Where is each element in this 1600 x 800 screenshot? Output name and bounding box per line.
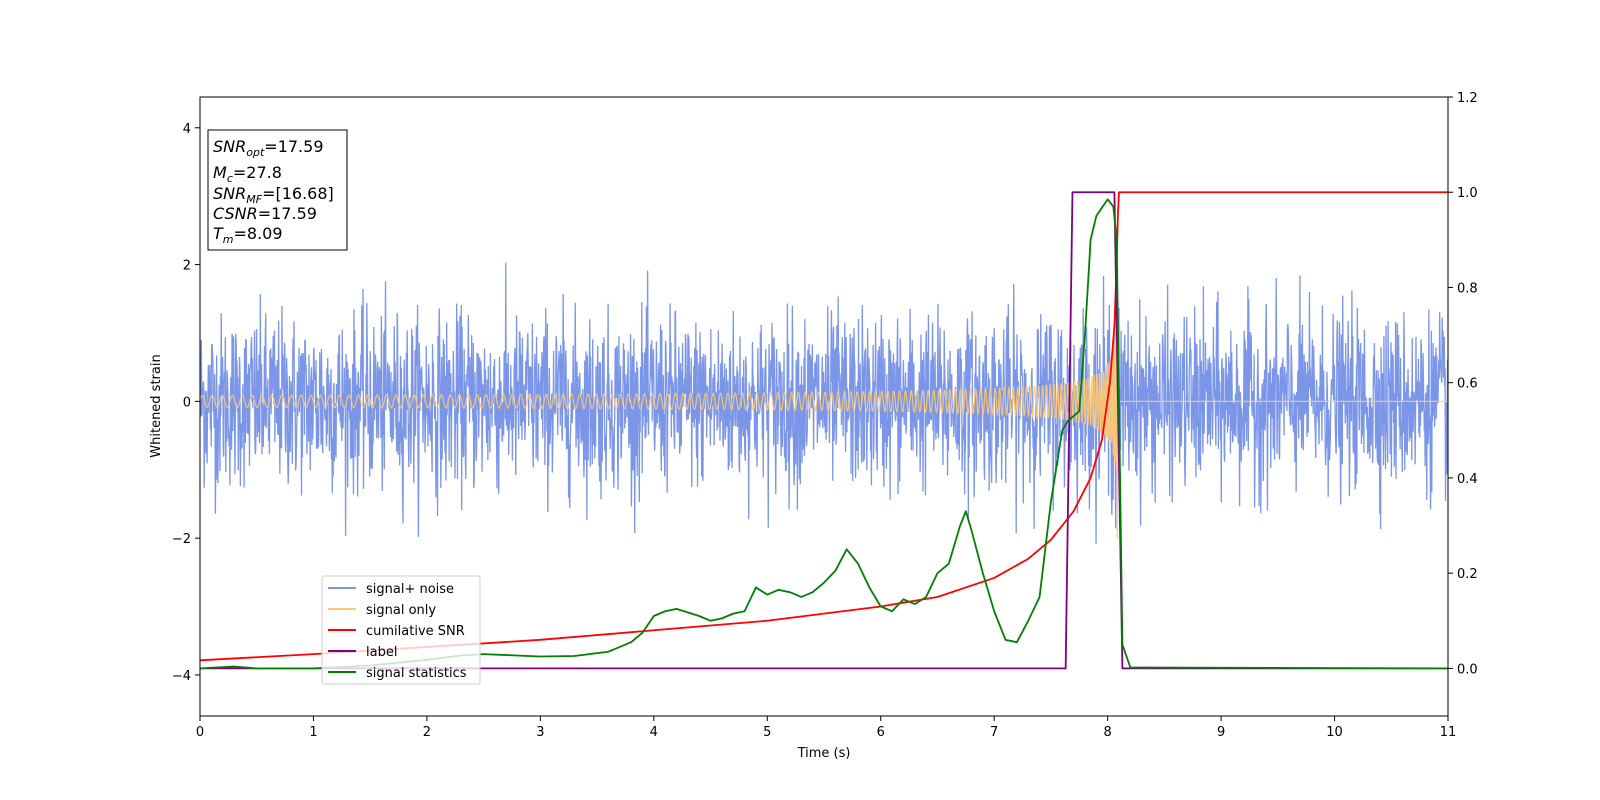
y-tick-label: −4 bbox=[172, 669, 191, 684]
x-tick-label: 0 bbox=[196, 725, 204, 740]
x-tick-label: 5 bbox=[763, 725, 771, 740]
legend-entry: label bbox=[328, 645, 397, 660]
y-tick-label: 4 bbox=[183, 122, 191, 137]
y2-tick-label: 0.8 bbox=[1457, 281, 1478, 296]
legend-label: signal statistics bbox=[366, 666, 467, 681]
series-signal-plus-noise bbox=[200, 262, 1448, 544]
series-cumilative-snr bbox=[200, 191, 1448, 662]
legend-entry: signal only bbox=[328, 603, 436, 618]
legend-entry: signal+ noise bbox=[328, 582, 454, 597]
plot-frame bbox=[199, 96, 1449, 717]
series-signal-only bbox=[200, 291, 1448, 539]
legend-label: cumilative SNR bbox=[366, 624, 465, 639]
x-tick-label: 1 bbox=[309, 725, 317, 740]
x-tick-label: 9 bbox=[1217, 725, 1225, 740]
y2-tick-label: 0.6 bbox=[1457, 377, 1478, 392]
series-layer bbox=[200, 191, 1448, 670]
legend-entry: signal statistics bbox=[328, 666, 467, 681]
y2-tick-label: 0.2 bbox=[1457, 567, 1478, 582]
x-tick-label: 11 bbox=[1440, 725, 1457, 740]
y-axis-left: 4 2 0 −2 −4 bbox=[172, 122, 200, 684]
x-tick-label: 8 bbox=[1103, 725, 1111, 740]
y2-tick-label: 0.0 bbox=[1457, 662, 1478, 677]
y2-tick-label: 1.0 bbox=[1457, 186, 1478, 201]
x-tick-label: 3 bbox=[536, 725, 544, 740]
x-axis: 0 1 2 3 4 5 6 7 8 9 10 11 bbox=[196, 716, 1456, 740]
y2-tick-label: 0.4 bbox=[1457, 472, 1478, 487]
annotation-line-snr-mf: SNRMF=[16.68] bbox=[213, 184, 334, 206]
annotation-line-mc: Mc=27.8 bbox=[213, 163, 282, 185]
y-tick-label: −2 bbox=[172, 532, 191, 547]
y-axis-label: Whitened strain bbox=[149, 354, 164, 457]
legend-label: signal+ noise bbox=[366, 582, 454, 597]
series-signal-statistics bbox=[200, 198, 1448, 670]
x-tick-label: 10 bbox=[1326, 725, 1343, 740]
annotation-line-snr-opt: SNRopt=17.59 bbox=[213, 137, 324, 159]
legend: signal+ noise signal only cumilative SNR la… bbox=[321, 575, 481, 685]
x-axis-label: Time (s) bbox=[797, 746, 851, 761]
y2-tick-label: 1.2 bbox=[1457, 91, 1478, 106]
x-tick-label: 4 bbox=[650, 725, 658, 740]
annotation-line-tm: Tm=8.09 bbox=[213, 224, 283, 246]
annotation-box: SNRopt=17.59 Mc=27.8 SNRMF=[16.68] CSNR=… bbox=[207, 129, 348, 251]
legend-label: signal only bbox=[366, 603, 436, 618]
annotation-line-csnr: CSNR=17.59 bbox=[213, 204, 317, 223]
legend-box bbox=[321, 575, 481, 685]
x-tick-label: 2 bbox=[423, 725, 431, 740]
legend-label: label bbox=[366, 645, 397, 660]
y-tick-label: 2 bbox=[183, 259, 191, 274]
x-tick-label: 6 bbox=[877, 725, 885, 740]
legend-entry: cumilative SNR bbox=[328, 624, 465, 639]
y-tick-label: 0 bbox=[183, 395, 191, 410]
x-tick-label: 7 bbox=[990, 725, 998, 740]
y-axis-right: 1.2 1.0 0.8 0.6 0.4 0.2 0.0 bbox=[1448, 91, 1478, 677]
